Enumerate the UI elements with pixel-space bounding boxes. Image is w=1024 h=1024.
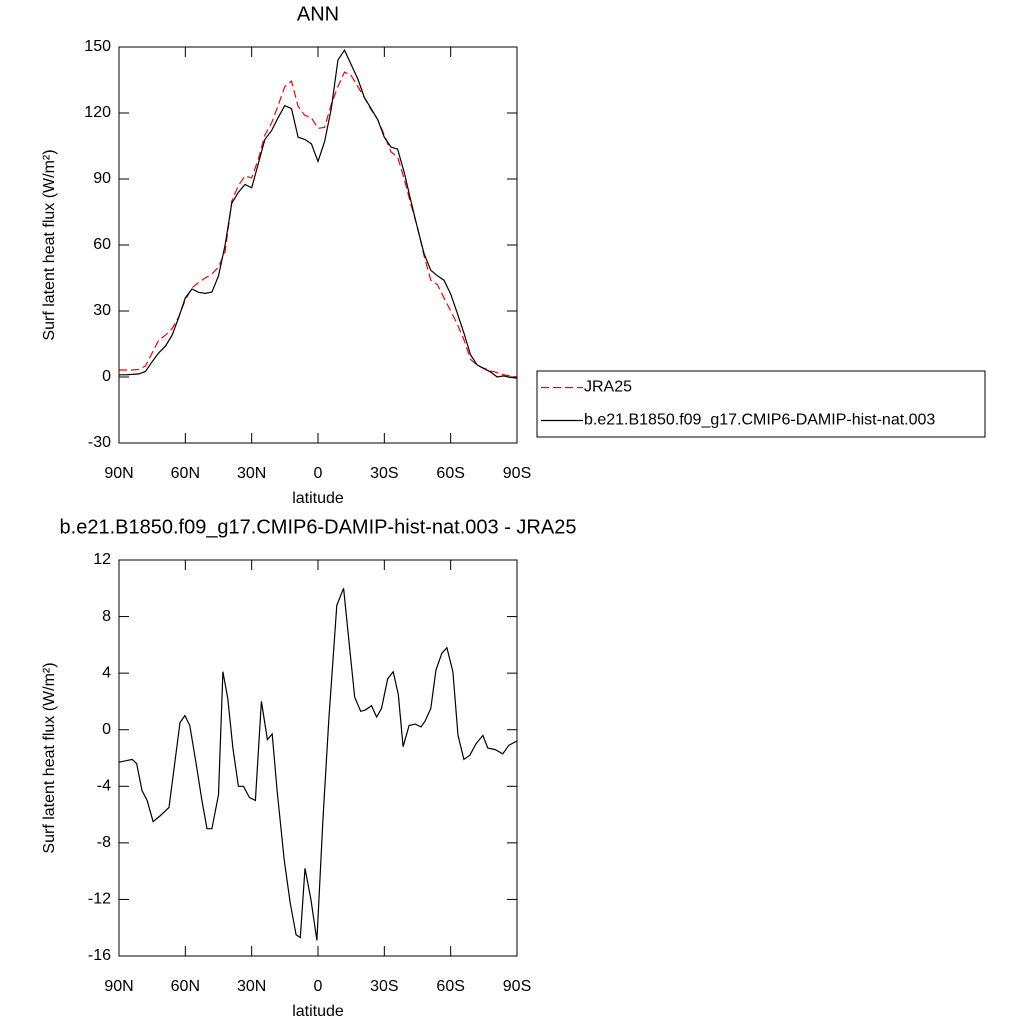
y-tick-label: -16 xyxy=(88,947,111,964)
data-line xyxy=(119,71,518,378)
chart-title: ANN xyxy=(297,3,339,25)
x-tick-label: 90S xyxy=(503,978,531,995)
y-tick-label: 60 xyxy=(93,236,111,253)
x-tick-label: 30N xyxy=(237,978,266,995)
y-tick-label: 120 xyxy=(84,104,111,121)
y-tick-label: -4 xyxy=(97,778,111,795)
y-tick-label: -12 xyxy=(88,891,111,908)
x-axis-label: latitude xyxy=(292,1003,344,1020)
y-tick-label: -30 xyxy=(88,434,111,451)
legend-label: b.e21.B1850.f09_g17.CMIP6-DAMIP-hist-nat… xyxy=(584,412,935,429)
y-tick-label: 8 xyxy=(102,608,111,625)
y-tick-label: 0 xyxy=(102,721,111,738)
y-tick-label: 30 xyxy=(93,302,111,319)
legend-box xyxy=(536,370,986,438)
data-line xyxy=(118,588,518,941)
x-tick-label: 30S xyxy=(370,465,398,482)
y-tick-label: 4 xyxy=(102,664,111,681)
y-tick-label: 90 xyxy=(93,170,111,187)
y-tick-label: 150 xyxy=(84,38,111,55)
x-tick-label: 90S xyxy=(503,465,531,482)
y-tick-label: 0 xyxy=(102,368,111,385)
y-tick-label: 12 xyxy=(93,551,111,568)
x-tick-label: 0 xyxy=(314,978,323,995)
data-line xyxy=(119,48,518,379)
x-tick-label: 30N xyxy=(237,465,266,482)
x-tick-label: 0 xyxy=(314,465,323,482)
x-tick-label: 30S xyxy=(370,978,398,995)
x-tick-label: 60S xyxy=(436,465,464,482)
plot-frame xyxy=(118,559,518,957)
x-tick-label: 60N xyxy=(171,978,200,995)
x-tick-label: 60N xyxy=(171,465,200,482)
y-tick-label: -8 xyxy=(97,834,111,851)
x-axis-label: latitude xyxy=(292,490,344,507)
x-tick-label: 90N xyxy=(104,465,133,482)
plot-frame xyxy=(118,46,518,444)
x-tick-label: 60S xyxy=(436,978,464,995)
y-axis-label: Surf latent heat flux (W/m²) xyxy=(41,149,58,340)
legend-label: JRA25 xyxy=(584,379,632,396)
x-tick-label: 90N xyxy=(104,978,133,995)
y-axis-label: Surf latent heat flux (W/m²) xyxy=(41,662,58,853)
chart-title: b.e21.B1850.f09_g17.CMIP6-DAMIP-hist-nat… xyxy=(60,516,577,538)
